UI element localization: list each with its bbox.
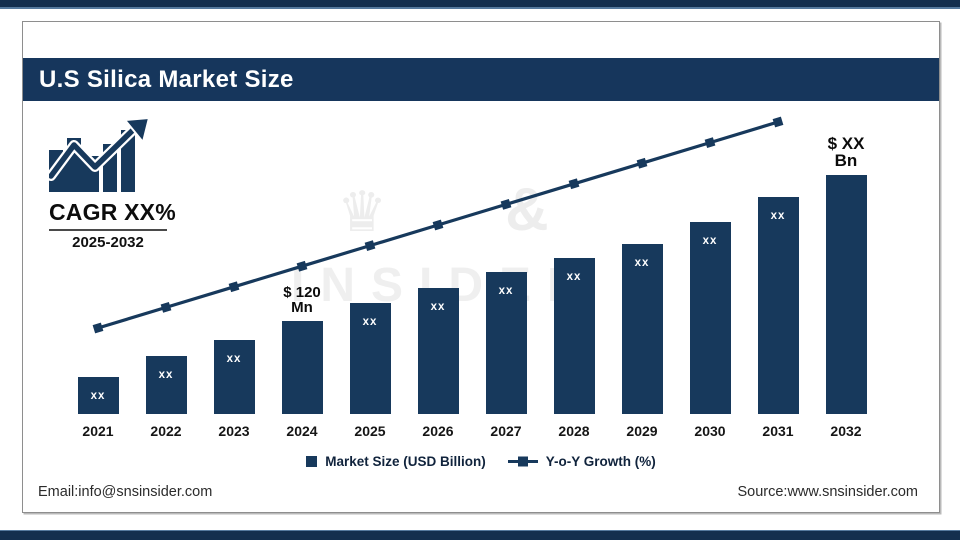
chart-legend: Market Size (USD Billion) Y-o-Y Growth (… <box>23 454 939 469</box>
legend-item-market-size: Market Size (USD Billion) <box>306 454 486 469</box>
line-marker <box>636 157 648 169</box>
x-axis-label-2021: 2021 <box>82 423 114 439</box>
source-text: Source:www.snsinsider.com <box>737 484 918 500</box>
bar-2031: xx <box>757 197 799 414</box>
growth-chart-arrow-icon <box>49 118 151 192</box>
content-frame: U.S Silica Market Size ♛ & INSIDER <box>22 21 940 513</box>
x-axis-label-2025: 2025 <box>354 423 386 439</box>
bar-value-label: xx <box>158 369 174 381</box>
legend-item-yoy-growth: Y-o-Y Growth (%) <box>507 454 656 469</box>
line-marker <box>704 137 716 148</box>
x-axis-label-2031: 2031 <box>762 423 794 439</box>
x-axis-label-2029: 2029 <box>626 423 658 439</box>
legend-label-yoy-growth: Y-o-Y Growth (%) <box>545 454 656 469</box>
bar-value-label: xx <box>566 271 582 283</box>
bar-2025: xx <box>349 303 391 414</box>
cagr-value: CAGR XX% <box>49 199 176 225</box>
bar-value-label: xx <box>430 301 446 313</box>
bar-value-label: xx <box>770 210 786 222</box>
line-marker <box>432 219 444 231</box>
line-marker <box>160 302 172 313</box>
x-axis-label-2024: 2024 <box>286 423 318 439</box>
cagr-period: 2025-2032 <box>72 234 144 251</box>
top-edge-strip <box>0 0 960 9</box>
x-axis-label-2022: 2022 <box>150 423 182 439</box>
bar-value-label: xx <box>702 235 718 247</box>
annotation-2032: $ XX Bn <box>827 133 865 171</box>
line-marker <box>500 199 512 210</box>
bar-2028: xx <box>553 258 595 414</box>
cagr-divider <box>49 229 167 231</box>
bar-2029: xx <box>621 244 663 414</box>
x-axis-label-2028: 2028 <box>558 423 590 439</box>
line-marker <box>296 260 308 272</box>
line-series-swatch-icon <box>507 456 538 467</box>
bar-2026: xx <box>417 288 459 414</box>
x-axis-label-2027: 2027 <box>490 423 522 439</box>
bar-2030: xx <box>689 222 731 414</box>
bar-value-label: xx <box>90 390 106 402</box>
bottom-edge-strip <box>0 530 960 540</box>
bar-value-label: xx <box>226 353 242 365</box>
line-marker <box>772 116 784 128</box>
x-axis-label-2030: 2030 <box>694 423 726 439</box>
bar-series-swatch-icon <box>306 456 318 467</box>
x-axis-label-2032: 2032 <box>830 423 862 439</box>
bar-2023: xx <box>213 340 255 414</box>
annotation-2024: $ 120 Mn <box>283 283 321 317</box>
line-marker <box>92 322 104 334</box>
combo-chart: xx 2021 xx 2022 xx 2023 2024 xx 2025 xx 2026 xx 2027… <box>23 22 939 512</box>
bar-2021: xx <box>77 377 119 414</box>
x-axis-label-2023: 2023 <box>218 423 250 439</box>
contact-email-text: Email:info@snsinsider.com <box>38 484 213 500</box>
bar-value-label: xx <box>634 257 650 269</box>
bar-2027: xx <box>485 272 527 414</box>
title-band: U.S Silica Market Size <box>23 58 939 101</box>
bar-value-label: xx <box>498 285 514 297</box>
bar-value-label: xx <box>362 316 378 328</box>
line-marker <box>364 240 376 251</box>
x-axis-label-2026: 2026 <box>422 423 454 439</box>
page-title: U.S Silica Market Size <box>39 66 294 93</box>
line-marker <box>228 281 240 293</box>
legend-label-market-size: Market Size (USD Billion) <box>325 454 486 469</box>
bar-2032 <box>825 175 867 414</box>
cagr-block: CAGR XX% 2025-2032 <box>49 118 189 251</box>
bar-2024 <box>281 321 323 414</box>
bar-2022: xx <box>145 356 187 414</box>
line-marker <box>568 178 580 190</box>
yoy-growth-line <box>92 116 784 334</box>
